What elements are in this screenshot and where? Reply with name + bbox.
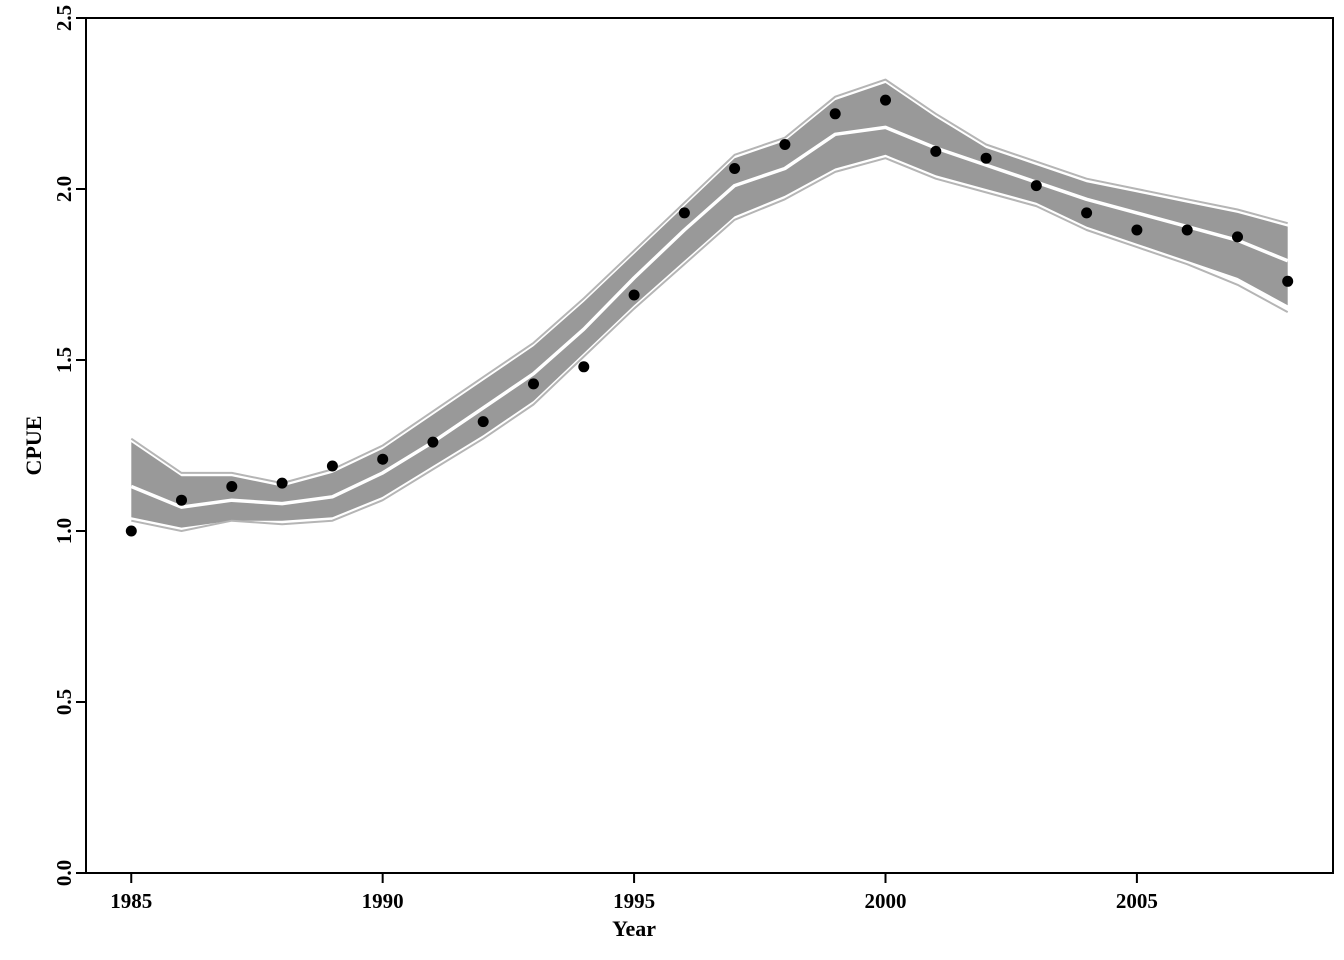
y-tick-label: 1.5: [52, 347, 76, 373]
observed-point: [528, 378, 539, 390]
envelope-lower-line: [131, 157, 1289, 532]
observed-point: [326, 460, 338, 472]
observed-point: [226, 481, 238, 492]
y-tick-label: 2.5: [52, 5, 76, 31]
observed-point: [1181, 224, 1193, 236]
x-axis-title: Year: [612, 916, 656, 941]
observed-point: [1131, 224, 1143, 236]
observed-point: [477, 416, 489, 428]
observed-point: [578, 361, 590, 373]
observed-point: [930, 145, 942, 157]
observed-point: [729, 163, 741, 174]
y-tick-label: 0.0: [52, 860, 76, 886]
uncertainty-band: [131, 83, 1288, 528]
observed-point: [427, 436, 439, 448]
observed-point: [377, 453, 389, 465]
x-tick-label: 1990: [362, 889, 404, 913]
x-tick-label: 2000: [864, 889, 906, 913]
observed-point: [980, 152, 992, 164]
y-tick-label: 1.0: [52, 518, 76, 544]
y-axis-title: CPUE: [21, 416, 46, 476]
line-layer: [130, 78, 1289, 532]
x-tick-label: 1995: [613, 889, 655, 913]
observed-point: [880, 94, 891, 106]
point-layer: [125, 94, 1294, 537]
observed-point: [176, 494, 187, 506]
y-tick-label: 0.5: [52, 689, 76, 715]
envelope-upper-line: [130, 78, 1288, 485]
y-axis: 0.0 0.5 1.0 1.5 2.0 2.5: [52, 5, 86, 886]
observed-point: [1081, 207, 1093, 219]
observed-point: [276, 477, 288, 489]
median-line: [130, 125, 1289, 509]
x-axis: 1985 1990 1995 2000 2005: [110, 873, 1158, 913]
observed-point: [678, 207, 690, 219]
observed-point: [125, 525, 137, 537]
observed-point: [1282, 275, 1294, 287]
observed-point: [1232, 231, 1243, 243]
observed-point: [779, 139, 791, 150]
y-tick-label: 2.0: [52, 176, 76, 202]
observed-point: [829, 108, 841, 120]
observed-point: [1030, 180, 1042, 192]
plot-frame: [85, 17, 1334, 874]
band-layer: [131, 83, 1288, 528]
x-tick-label: 2005: [1116, 889, 1158, 913]
observed-point: [628, 289, 640, 301]
x-tick-label: 1985: [110, 889, 152, 913]
